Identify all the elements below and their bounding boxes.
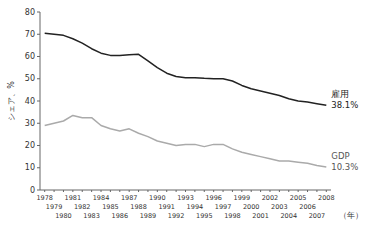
x-tick [260,190,261,192]
x-tick-label: 1997 [215,203,232,211]
x-tick-label: 1990 [149,194,166,202]
y-tick-label: 60 [25,52,35,61]
x-tick [204,190,205,192]
x-tick [288,190,289,192]
y-tick-label: 10 [25,163,35,172]
x-tick [251,190,252,192]
y-tick [37,12,40,13]
x-tick [44,190,45,192]
x-tick-label: 2008 [318,194,335,202]
x-tick [82,190,83,192]
x-tick-label: 1995 [196,212,213,220]
x-tick-label: 1982 [74,203,91,211]
y-tick [37,101,40,102]
x-tick [101,190,102,192]
y-tick [37,190,40,191]
series-line [45,33,327,105]
x-tick [232,190,233,192]
y-tick-label: 50 [25,74,35,83]
plot-area [45,33,327,167]
x-tick [241,190,242,192]
y-tick [37,123,40,124]
x-tick [119,190,120,192]
x-axis-label: （年） [339,211,363,220]
x-tick-label: 1998 [224,212,241,220]
y-tick [37,56,40,57]
x-tick-label: 1980 [55,212,72,220]
x-tick [157,190,158,192]
x-tick [185,190,186,192]
x-tick [72,190,73,192]
x-tick [176,190,177,192]
x-tick-label: 1991 [158,203,175,211]
y-tick [37,78,40,79]
y-axis-label: シェア、% [7,81,16,121]
x-tick-label: 1987 [121,194,138,202]
x-tick [54,190,55,192]
x-tick [298,190,299,192]
series-label: GDP [331,151,349,161]
x-tick-label: 1993 [177,194,194,202]
x-tick [326,190,327,192]
chart: 01020304050607080シェア、%197819791980198119… [0,0,391,249]
x-tick [147,190,148,192]
x-tick-label: 1985 [102,203,119,211]
x-tick-label: 1979 [46,203,63,211]
x-tick-label: 2007 [309,212,326,220]
y-tick-label: 20 [25,141,35,150]
x-tick-label: 1994 [187,203,204,211]
x-tick [63,190,64,192]
x-tick-label: 2003 [271,203,288,211]
y-tick [37,145,40,146]
y-tick [37,167,40,168]
x-tick [91,190,92,192]
series-line [45,115,327,167]
y-tick-label: 0 [30,186,35,195]
x-tick [307,190,308,192]
x-tick-label: 1981 [65,194,82,202]
x-tick-label: 1983 [83,212,100,220]
x-tick-label: 2004 [280,212,297,220]
x-tick-label: 1986 [112,212,129,220]
x-tick-label: 2001 [252,212,269,220]
x-tick-label: 1992 [168,212,185,220]
x-tick-label: 1988 [130,203,147,211]
x-tick [213,190,214,192]
x-tick [194,190,195,192]
x-tick-label: 1996 [205,194,222,202]
y-tick-label: 30 [25,119,35,128]
x-tick [138,190,139,192]
series-label: 雇用 [331,89,349,99]
annotation: 10.3% [331,162,358,172]
x-tick-label: 1984 [93,194,110,202]
y-tick-label: 80 [25,8,35,17]
x-tick [316,190,317,192]
y-tick-label: 70 [25,30,35,39]
x-tick-label: 2005 [290,194,307,202]
y-tick [37,34,40,35]
x-tick-label: 1999 [234,194,251,202]
annotation: 38.1% [331,100,358,110]
x-tick [279,190,280,192]
x-tick-label: 1989 [140,212,157,220]
x-tick [110,190,111,192]
x-tick [166,190,167,192]
x-tick-label: 2006 [299,203,316,211]
x-tick-label: 2002 [262,194,279,202]
x-tick [129,190,130,192]
y-tick-label: 40 [25,97,35,106]
x-tick-label: 2000 [243,203,260,211]
x-tick [223,190,224,192]
x-tick-label: 1978 [36,194,53,202]
x-tick [269,190,270,192]
